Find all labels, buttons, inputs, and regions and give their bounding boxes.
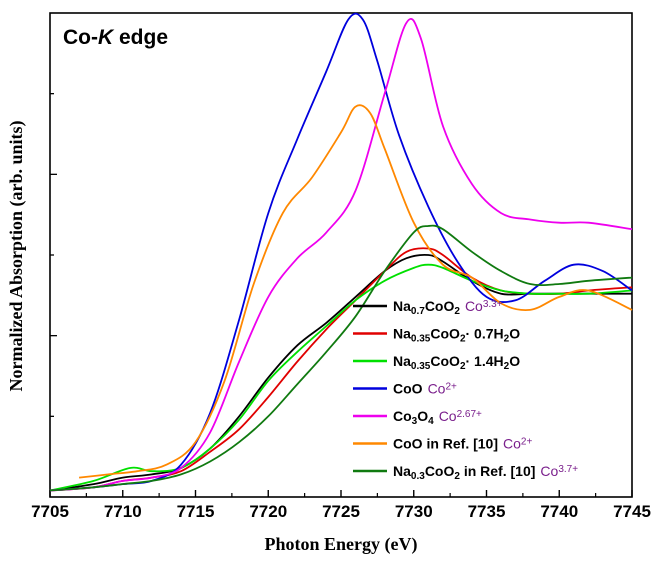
chart-title: Co-K edge bbox=[63, 26, 168, 49]
legend-entry-4: Co3O4 Co2.67+ bbox=[393, 408, 482, 427]
series-line-6 bbox=[49, 224, 633, 492]
legend-entry-3: CoO Co2+ bbox=[393, 381, 457, 397]
x-tick-label: 7730 bbox=[395, 502, 433, 521]
legend-entry-2: Na0.35CoO2· 1.4H2O bbox=[393, 353, 520, 372]
x-tick-label: 7725 bbox=[322, 502, 360, 521]
x-tick-label: 7705 bbox=[31, 502, 69, 521]
series-line-3 bbox=[49, 12, 633, 492]
series-line-4 bbox=[49, 18, 633, 492]
series-line-0 bbox=[49, 253, 632, 492]
x-tick-label: 7720 bbox=[249, 502, 287, 521]
legend-entry-6: Na0.3CoO2 in Ref. [10] Co3.7+ bbox=[393, 463, 578, 482]
legend-entry-5: CoO in Ref. [10] Co2+ bbox=[393, 436, 532, 452]
series-line-2 bbox=[49, 263, 633, 492]
plot-frame bbox=[49, 12, 633, 498]
x-tick-label: 7735 bbox=[468, 502, 506, 521]
legend-entry-1: Na0.35CoO2· 0.7H2O bbox=[393, 326, 520, 345]
series-layer bbox=[49, 12, 633, 492]
legend-entry-0: Na0.7CoO2 Co3.3+ bbox=[393, 298, 503, 317]
legend: Na0.7CoO2 Co3.3+ Na0.35CoO2· 0.7H2O Na0.35C… bbox=[353, 298, 578, 482]
x-tick-label: 7745 bbox=[613, 502, 651, 521]
x-tick-label: 7715 bbox=[177, 502, 215, 521]
series-line-5 bbox=[79, 104, 633, 479]
x-axis-label: Photon Energy (eV) bbox=[265, 534, 418, 555]
y-axis-label: Normalized Absorption (arb. units) bbox=[6, 120, 27, 391]
x-tick-label: 7740 bbox=[540, 502, 578, 521]
x-tick-label: 7710 bbox=[104, 502, 142, 521]
axis-ticks: 7705 7710 7715 7720 7725 7730 7735 7740 7745 bbox=[31, 93, 651, 521]
